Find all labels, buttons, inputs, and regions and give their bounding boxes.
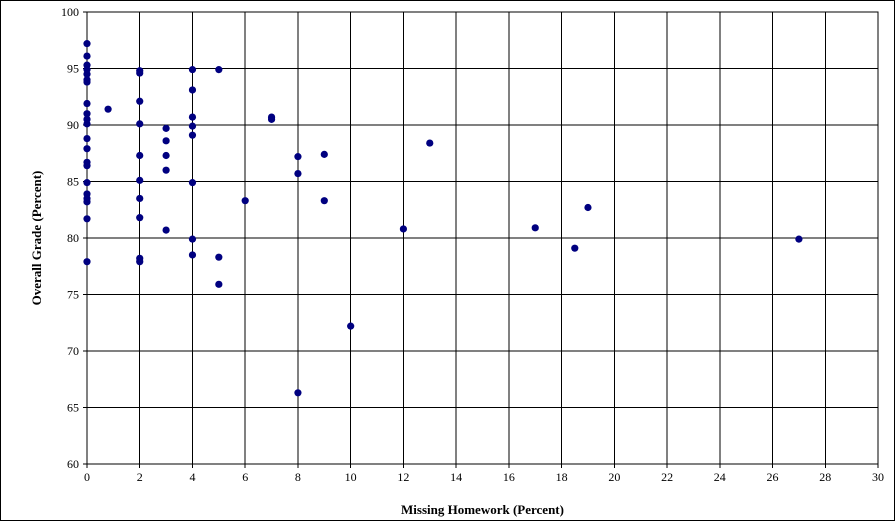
y-tick-label: 65 bbox=[67, 401, 79, 415]
x-tick-label: 28 bbox=[819, 470, 831, 484]
x-tick-label: 18 bbox=[556, 470, 568, 484]
data-point bbox=[83, 52, 91, 60]
x-tick-label: 14 bbox=[450, 470, 462, 484]
data-point bbox=[83, 70, 91, 78]
data-point bbox=[162, 151, 170, 160]
data-point bbox=[136, 214, 144, 222]
x-tick-label: 20 bbox=[608, 470, 620, 484]
data-points bbox=[83, 40, 803, 397]
data-point bbox=[188, 235, 197, 243]
data-point bbox=[188, 251, 197, 259]
data-point bbox=[136, 258, 144, 266]
y-tick-label: 95 bbox=[67, 62, 79, 76]
data-point bbox=[136, 69, 144, 77]
data-point bbox=[215, 253, 223, 261]
data-point bbox=[241, 197, 249, 205]
y-tick-label: 70 bbox=[67, 344, 79, 358]
data-point bbox=[571, 244, 579, 252]
x-axis-title: Missing Homework (Percent) bbox=[401, 502, 564, 517]
data-point bbox=[320, 197, 328, 205]
data-point bbox=[188, 122, 197, 130]
data-point bbox=[83, 258, 91, 266]
data-point bbox=[162, 137, 170, 145]
data-point bbox=[83, 215, 91, 223]
data-point bbox=[162, 166, 170, 174]
x-tick-label: 30 bbox=[872, 470, 884, 484]
x-tick-label: 10 bbox=[345, 470, 357, 484]
x-tick-label: 0 bbox=[84, 470, 90, 484]
data-point bbox=[188, 113, 197, 121]
data-point bbox=[267, 115, 276, 123]
data-point bbox=[104, 105, 112, 113]
data-point bbox=[795, 235, 803, 243]
data-point bbox=[188, 179, 197, 187]
y-tick-label: 90 bbox=[67, 118, 79, 132]
y-tick-label: 60 bbox=[67, 457, 79, 471]
data-point bbox=[136, 194, 144, 203]
data-point bbox=[347, 322, 355, 330]
y-axis-ticks: 60 65 70 75 80 85 90 95 100 bbox=[61, 5, 87, 471]
data-point bbox=[83, 78, 91, 86]
data-point bbox=[162, 226, 170, 234]
y-tick-label: 85 bbox=[67, 175, 79, 189]
data-point bbox=[83, 198, 91, 206]
data-point bbox=[215, 280, 223, 288]
y-tick-label: 75 bbox=[67, 288, 79, 302]
data-point bbox=[294, 169, 302, 178]
data-point bbox=[188, 66, 197, 74]
data-point bbox=[399, 225, 407, 233]
data-point bbox=[136, 176, 144, 184]
x-axis-ticks: 0 2 4 6 8 10 12 14 16 18 20 22 24 26 28 30 bbox=[84, 464, 884, 484]
y-tick-label: 80 bbox=[67, 231, 79, 245]
data-point bbox=[83, 110, 91, 118]
data-point bbox=[83, 99, 91, 108]
data-point bbox=[136, 97, 144, 105]
x-tick-label: 24 bbox=[714, 470, 726, 484]
data-point bbox=[83, 40, 91, 48]
data-point bbox=[83, 134, 91, 143]
data-point bbox=[136, 120, 144, 128]
data-point bbox=[584, 203, 592, 212]
data-point bbox=[531, 224, 539, 232]
data-point bbox=[83, 179, 91, 187]
y-tick-label: 100 bbox=[61, 5, 79, 19]
x-tick-label: 12 bbox=[397, 470, 409, 484]
data-point bbox=[320, 150, 328, 158]
data-point bbox=[136, 151, 144, 160]
data-point bbox=[188, 131, 197, 139]
data-point bbox=[426, 139, 434, 147]
gridlines bbox=[86, 11, 879, 465]
data-point bbox=[215, 66, 223, 74]
x-tick-label: 2 bbox=[137, 470, 143, 484]
x-tick-label: 22 bbox=[661, 470, 673, 484]
y-axis-title: Overall Grade (Percent) bbox=[29, 171, 44, 306]
data-point bbox=[188, 86, 197, 94]
x-tick-label: 16 bbox=[503, 470, 515, 484]
data-point bbox=[294, 389, 302, 397]
x-tick-label: 26 bbox=[767, 470, 779, 484]
data-point bbox=[294, 153, 302, 161]
data-point bbox=[83, 120, 91, 128]
data-point bbox=[162, 124, 170, 132]
data-point bbox=[83, 145, 91, 153]
x-tick-label: 8 bbox=[295, 470, 301, 484]
x-tick-label: 4 bbox=[189, 470, 195, 484]
data-point bbox=[83, 162, 91, 170]
x-tick-label: 6 bbox=[242, 470, 248, 484]
